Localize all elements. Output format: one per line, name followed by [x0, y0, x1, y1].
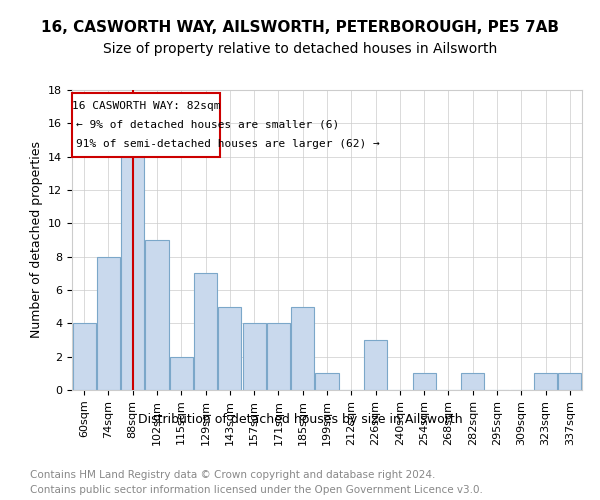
Text: Distribution of detached houses by size in Ailsworth: Distribution of detached houses by size … [137, 412, 463, 426]
Bar [461, 374, 484, 390]
Bar [316, 374, 338, 390]
Bar [121, 140, 144, 390]
Bar [73, 324, 95, 390]
Text: ← 9% of detached houses are smaller (6): ← 9% of detached houses are smaller (6) [76, 119, 340, 129]
Text: Contains public sector information licensed under the Open Government Licence v3: Contains public sector information licen… [30, 485, 483, 495]
Bar [534, 374, 557, 390]
Bar [364, 340, 387, 390]
Bar [413, 374, 436, 390]
Bar [242, 324, 266, 390]
FancyBboxPatch shape [73, 94, 220, 156]
Text: Size of property relative to detached houses in Ailsworth: Size of property relative to detached ho… [103, 42, 497, 56]
Bar [97, 256, 120, 390]
Y-axis label: Number of detached properties: Number of detached properties [29, 142, 43, 338]
Text: 16, CASWORTH WAY, AILSWORTH, PETERBOROUGH, PE5 7AB: 16, CASWORTH WAY, AILSWORTH, PETERBOROUG… [41, 20, 559, 35]
Bar [559, 374, 581, 390]
Text: 16 CASWORTH WAY: 82sqm: 16 CASWORTH WAY: 82sqm [72, 101, 221, 111]
Bar [218, 306, 241, 390]
Bar [194, 274, 217, 390]
Text: 91% of semi-detached houses are larger (62) →: 91% of semi-detached houses are larger (… [76, 139, 380, 149]
Bar [291, 306, 314, 390]
Bar [267, 324, 290, 390]
Text: Contains HM Land Registry data © Crown copyright and database right 2024.: Contains HM Land Registry data © Crown c… [30, 470, 436, 480]
Bar [170, 356, 193, 390]
Bar [145, 240, 169, 390]
